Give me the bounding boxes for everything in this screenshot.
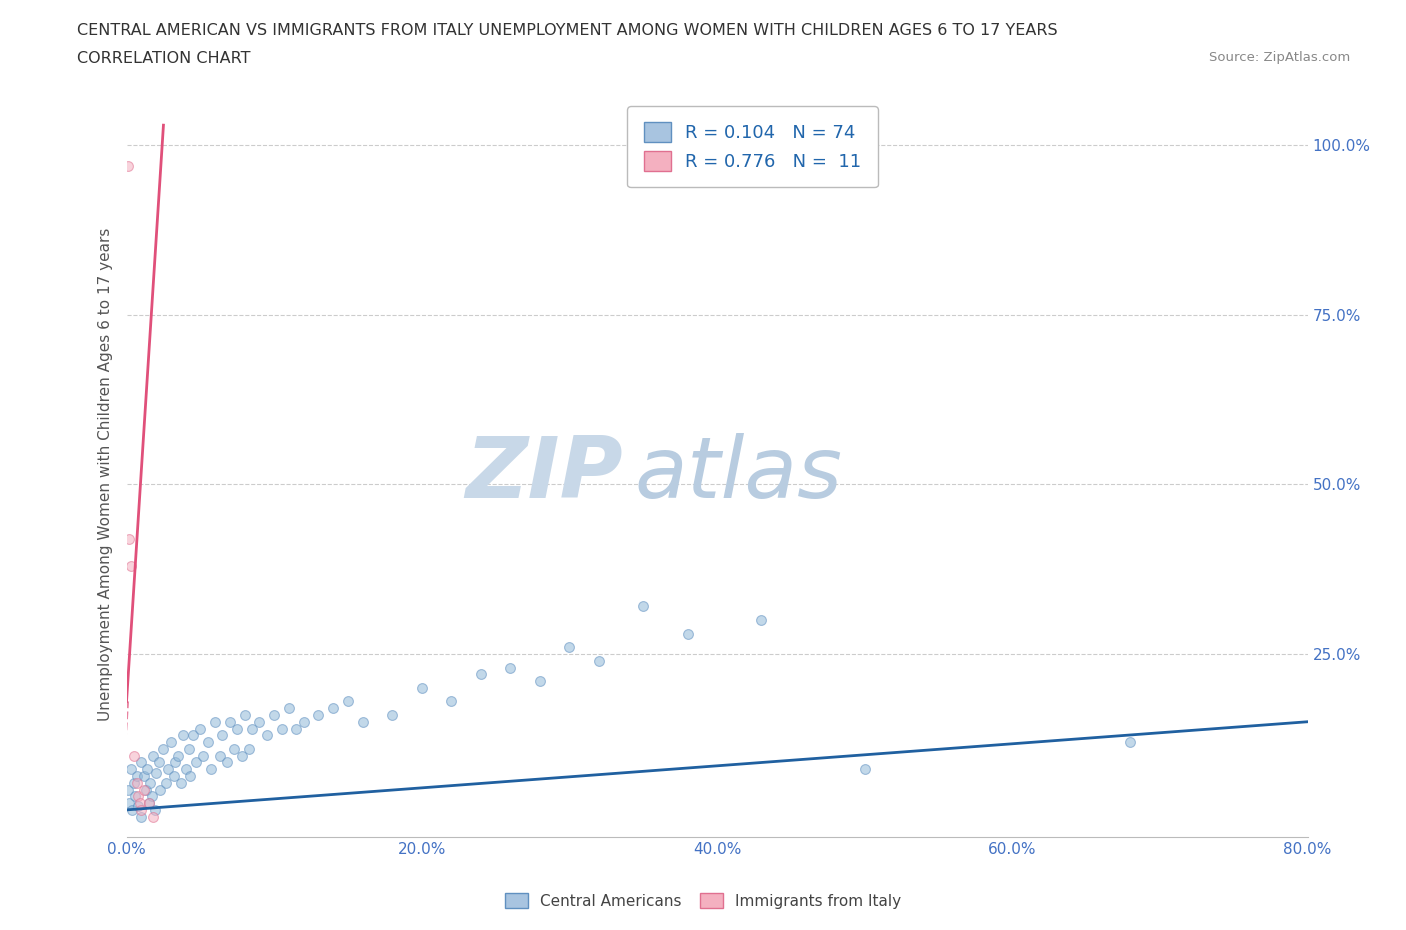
Point bbox=[278, 700, 301, 715]
Point bbox=[179, 768, 201, 783]
Point bbox=[249, 714, 271, 729]
Point bbox=[127, 789, 149, 804]
Point bbox=[122, 776, 145, 790]
Point bbox=[117, 782, 139, 797]
Point bbox=[256, 728, 278, 743]
Legend: R = 0.104   N = 74, R = 0.776   N =  11: R = 0.104 N = 74, R = 0.776 N = 11 bbox=[627, 106, 877, 188]
Point bbox=[134, 782, 156, 797]
Point bbox=[124, 789, 146, 804]
Point bbox=[170, 776, 193, 790]
Point bbox=[1119, 735, 1142, 750]
Point bbox=[193, 749, 215, 764]
Point bbox=[337, 694, 360, 709]
Point bbox=[149, 782, 172, 797]
Point bbox=[122, 749, 145, 764]
Point bbox=[197, 735, 219, 750]
Point bbox=[163, 768, 186, 783]
Point bbox=[188, 721, 212, 736]
Point bbox=[135, 782, 157, 797]
Point bbox=[263, 708, 285, 723]
Point bbox=[165, 755, 187, 770]
Point bbox=[125, 768, 148, 783]
Point bbox=[181, 728, 204, 743]
Point bbox=[138, 796, 160, 811]
Point bbox=[240, 721, 263, 736]
Point bbox=[141, 789, 163, 804]
Point bbox=[177, 741, 200, 756]
Point bbox=[224, 741, 246, 756]
Text: CORRELATION CHART: CORRELATION CHART bbox=[77, 51, 250, 66]
Point bbox=[751, 613, 773, 628]
Point bbox=[121, 803, 143, 817]
Point bbox=[143, 803, 166, 817]
Point bbox=[145, 765, 167, 780]
Point bbox=[139, 776, 162, 790]
Point bbox=[127, 799, 149, 814]
Point bbox=[204, 714, 226, 729]
Point bbox=[440, 694, 463, 709]
Point bbox=[142, 809, 165, 824]
Point bbox=[226, 721, 249, 736]
Point bbox=[215, 755, 238, 770]
Point bbox=[152, 741, 174, 756]
Point bbox=[138, 796, 160, 811]
Point bbox=[148, 755, 170, 770]
Text: Source: ZipAtlas.com: Source: ZipAtlas.com bbox=[1209, 51, 1350, 64]
Point bbox=[270, 721, 292, 736]
Point bbox=[211, 728, 233, 743]
Point bbox=[285, 721, 308, 736]
Point bbox=[120, 558, 142, 573]
Point bbox=[155, 776, 177, 790]
Point bbox=[128, 796, 150, 811]
Text: CENTRAL AMERICAN VS IMMIGRANTS FROM ITALY UNEMPLOYMENT AMONG WOMEN WITH CHILDREN: CENTRAL AMERICAN VS IMMIGRANTS FROM ITAL… bbox=[77, 23, 1057, 38]
Point bbox=[129, 809, 153, 824]
Text: ZIP: ZIP bbox=[465, 432, 623, 516]
Legend: Central Americans, Immigrants from Italy: Central Americans, Immigrants from Italy bbox=[496, 884, 910, 918]
Point bbox=[134, 768, 156, 783]
Point bbox=[499, 660, 522, 675]
Point bbox=[292, 714, 315, 729]
Point bbox=[136, 762, 159, 777]
Point bbox=[120, 762, 142, 777]
Point bbox=[529, 673, 551, 688]
Point bbox=[172, 728, 194, 743]
Point bbox=[470, 667, 492, 682]
Point bbox=[588, 653, 610, 668]
Point bbox=[633, 599, 655, 614]
Point bbox=[219, 714, 242, 729]
Point bbox=[142, 749, 165, 764]
Y-axis label: Unemployment Among Women with Children Ages 6 to 17 years: Unemployment Among Women with Children A… bbox=[97, 228, 112, 721]
Point bbox=[233, 708, 256, 723]
Point bbox=[231, 749, 253, 764]
Point bbox=[118, 531, 141, 546]
Point bbox=[411, 681, 433, 696]
Point bbox=[381, 708, 404, 723]
Point bbox=[129, 755, 153, 770]
Point bbox=[174, 762, 197, 777]
Point bbox=[129, 803, 153, 817]
Text: atlas: atlas bbox=[634, 432, 842, 516]
Point bbox=[558, 640, 581, 655]
Point bbox=[167, 749, 190, 764]
Point bbox=[352, 714, 374, 729]
Point bbox=[156, 762, 179, 777]
Point bbox=[200, 762, 222, 777]
Point bbox=[308, 708, 330, 723]
Point bbox=[125, 776, 148, 790]
Point bbox=[238, 741, 260, 756]
Point bbox=[184, 755, 207, 770]
Point bbox=[676, 626, 699, 641]
Point bbox=[853, 762, 876, 777]
Point bbox=[118, 796, 141, 811]
Point bbox=[117, 158, 139, 173]
Point bbox=[160, 735, 183, 750]
Point bbox=[322, 700, 344, 715]
Point bbox=[208, 749, 231, 764]
